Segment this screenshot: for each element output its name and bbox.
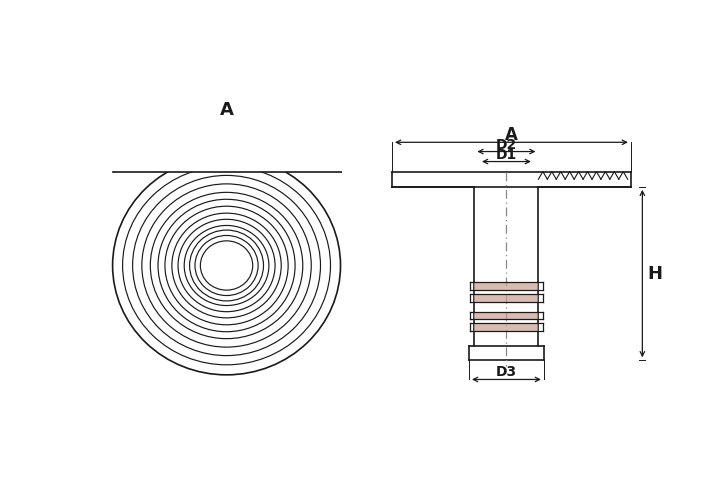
Text: H: H	[647, 264, 662, 283]
Text: D2: D2	[496, 138, 517, 152]
Bar	[109, 50, 344, 171]
Bar	[474, 312, 539, 319]
Bar	[474, 323, 539, 331]
Bar	[474, 294, 539, 302]
Text: A: A	[505, 126, 518, 144]
Text: A: A	[220, 101, 233, 119]
Text: D1: D1	[496, 148, 517, 162]
Text: D3: D3	[496, 365, 517, 379]
Bar	[474, 282, 539, 290]
